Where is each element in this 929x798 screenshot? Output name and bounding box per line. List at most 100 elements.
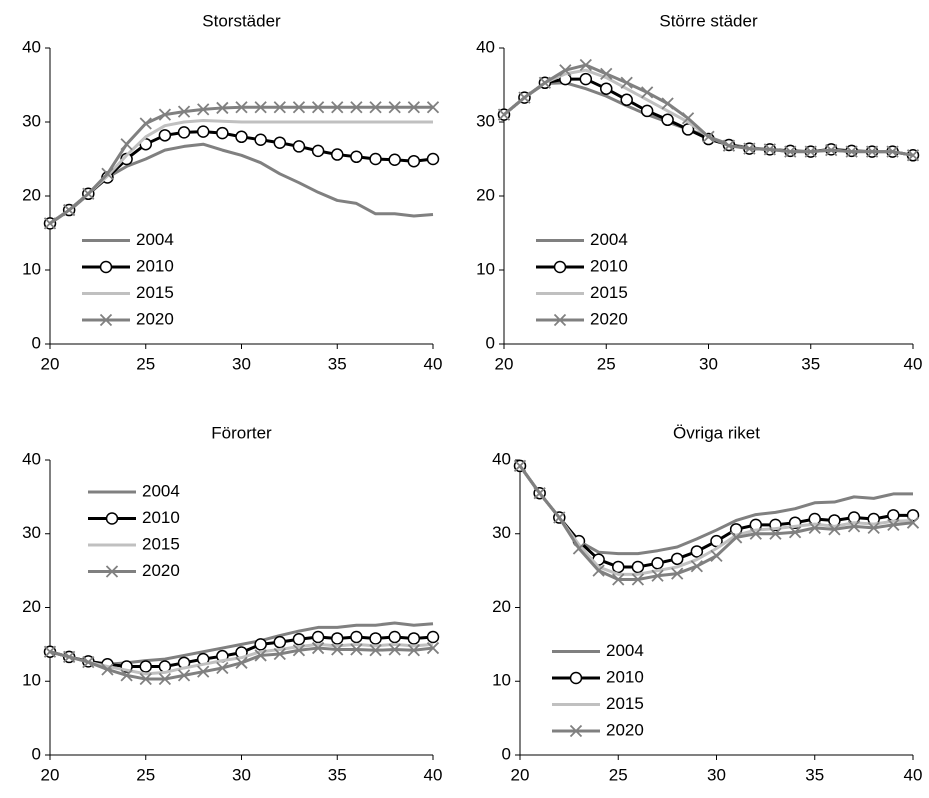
marker-circle [612, 560, 625, 574]
x-tick-label: 25 [136, 354, 155, 373]
x-tick-label: 25 [597, 354, 616, 373]
marker-circle [105, 512, 119, 525]
marker-x [518, 91, 531, 104]
marker-x [426, 641, 440, 655]
y-tick-label: 40 [22, 449, 41, 468]
marker-x [350, 643, 363, 656]
marker-circle [670, 552, 684, 566]
y-tick-label: 40 [492, 449, 511, 468]
y-tick-label: 30 [22, 523, 41, 542]
y-tick-label: 20 [22, 597, 41, 616]
marker-x [533, 487, 546, 500]
marker-circle [569, 671, 583, 685]
marker-x [788, 526, 802, 539]
marker-x [120, 138, 133, 151]
marker-x [620, 76, 633, 89]
marker-circle [388, 153, 401, 166]
chart-title: Storstäder [202, 11, 281, 30]
marker-x [235, 656, 248, 669]
marker-x [887, 518, 900, 532]
marker-circle [620, 93, 633, 107]
marker-circle [292, 140, 306, 153]
marker-circle [350, 630, 363, 644]
marker-x [139, 117, 152, 130]
marker-x [569, 724, 583, 738]
marker-circle [158, 129, 172, 142]
marker-x [235, 101, 248, 114]
x-tick-label: 20 [41, 765, 60, 784]
marker-x [350, 101, 363, 114]
x-tick-label: 30 [232, 354, 251, 373]
marker-circle [216, 126, 229, 140]
marker-x [886, 145, 899, 158]
marker-x [631, 573, 645, 586]
series-line [49, 642, 434, 676]
marker-circle [553, 260, 567, 274]
marker-circle [579, 72, 593, 86]
series-line [518, 465, 914, 576]
legend-label: 2010 [590, 256, 628, 275]
legend-label: 2004 [590, 230, 628, 249]
marker-x [769, 527, 782, 540]
marker-x [641, 86, 654, 99]
marker-x [808, 521, 821, 534]
marker-circle [235, 130, 248, 144]
marker-x [845, 145, 858, 158]
marker-x [388, 643, 401, 656]
marker-circle [331, 148, 344, 161]
marker-x [388, 101, 401, 114]
x-tick-label: 20 [495, 354, 514, 373]
marker-x [63, 203, 76, 217]
marker-x [105, 565, 119, 578]
x-tick-label: 25 [136, 765, 155, 784]
marker-circle [254, 133, 267, 147]
marker-x [784, 145, 797, 158]
marker-circle [196, 125, 210, 138]
marker-x [730, 531, 743, 544]
marker-circle [681, 123, 695, 136]
marker-x [177, 669, 191, 682]
x-tick-label: 35 [328, 354, 347, 373]
x-tick-label: 20 [41, 354, 60, 373]
x-tick-label: 20 [511, 765, 530, 784]
marker-circle [311, 144, 325, 158]
y-tick-label: 0 [502, 744, 511, 763]
legend-label: 2015 [606, 694, 644, 713]
y-tick-label: 20 [476, 185, 495, 204]
legend-label: 2020 [136, 309, 174, 328]
marker-x [158, 108, 172, 121]
x-tick-label: 35 [801, 354, 820, 373]
y-tick-label: 0 [32, 744, 41, 763]
legend-label: 2004 [142, 481, 180, 500]
marker-circle [661, 113, 674, 127]
x-tick-label: 25 [609, 765, 628, 784]
marker-x [681, 112, 695, 125]
marker-x [865, 145, 879, 158]
marker-circle [292, 632, 306, 646]
y-tick-label: 10 [492, 671, 511, 690]
marker-x [311, 641, 325, 655]
x-tick-label: 40 [904, 765, 923, 784]
marker-x [847, 520, 861, 533]
marker-x [671, 567, 684, 580]
marker-x [867, 521, 880, 534]
marker-x [63, 650, 76, 664]
marker-x [906, 516, 920, 529]
y-tick-label: 10 [22, 671, 41, 690]
marker-x [273, 101, 286, 114]
marker-circle [600, 82, 613, 95]
legend-label: 2010 [142, 508, 180, 527]
marker-x [749, 527, 762, 540]
marker-x [559, 64, 572, 77]
marker-x [690, 560, 703, 573]
marker-x [722, 139, 736, 152]
marker-x [612, 573, 625, 586]
marker-x [661, 97, 674, 110]
marker-x [139, 672, 152, 686]
marker-circle [631, 560, 645, 574]
marker-x [553, 511, 566, 524]
x-tick-label: 30 [699, 354, 718, 373]
marker-circle [369, 632, 382, 645]
marker-circle [273, 635, 287, 649]
marker-x [513, 459, 527, 473]
